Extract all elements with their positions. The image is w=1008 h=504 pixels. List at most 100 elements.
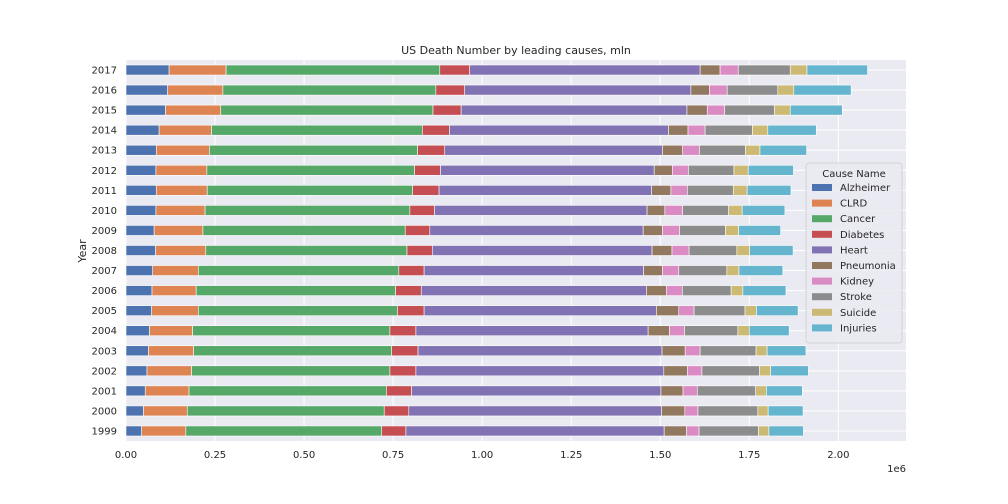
bar-segment-diabetes-2003 bbox=[391, 345, 419, 357]
legend-swatch-alzheimer bbox=[812, 184, 832, 191]
bar-segment-alzheimer-2001 bbox=[125, 385, 146, 397]
bar-segment-injuries-2002 bbox=[770, 365, 809, 377]
bar-segment-suicide-2001 bbox=[755, 385, 767, 397]
bar-segment-stroke-2002 bbox=[701, 365, 760, 377]
legend-swatch-cancer bbox=[812, 215, 832, 223]
bar-segment-suicide-2015 bbox=[774, 104, 791, 116]
bar-segment-heart-1999 bbox=[405, 425, 665, 437]
bar-segment-kidney-2011 bbox=[670, 185, 688, 196]
bar-segment-alzheimer-2016 bbox=[125, 84, 168, 96]
bar-segment-pneumonia-2016 bbox=[690, 84, 710, 96]
bar-segment-stroke-2009 bbox=[679, 225, 726, 236]
bar-segment-alzheimer-2012 bbox=[125, 164, 157, 176]
bar-segment-heart-2006 bbox=[420, 285, 647, 296]
bar-segment-diabetes-1999 bbox=[381, 425, 407, 437]
bar-segment-kidney-2004 bbox=[669, 325, 685, 337]
bar-segment-kidney-2005 bbox=[678, 305, 695, 316]
bar-segment-stroke-2017 bbox=[737, 64, 791, 76]
bar-segment-alzheimer-2006 bbox=[125, 285, 153, 296]
bar-segment-kidney-2002 bbox=[687, 365, 703, 377]
bar-segment-cancer-2006 bbox=[195, 285, 396, 296]
bar-segment-suicide-2006 bbox=[730, 285, 744, 296]
bar-segment-kidney-2003 bbox=[684, 345, 701, 357]
bar-segment-injuries-2000 bbox=[767, 405, 804, 417]
x-tick-label: 1.50 bbox=[649, 450, 671, 461]
bar-segment-diabetes-2001 bbox=[386, 385, 412, 397]
bar-segment-suicide-2016 bbox=[777, 84, 795, 96]
bar-segment-suicide-1999 bbox=[758, 425, 770, 437]
legend-label-pneumonia: Pneumonia bbox=[840, 261, 896, 272]
bar-segment-kidney-2008 bbox=[671, 245, 690, 256]
bar-segment-kidney-2013 bbox=[682, 144, 700, 156]
bar-segment-alzheimer-2011 bbox=[125, 185, 157, 196]
bar-segment-pneumonia-2002 bbox=[663, 365, 688, 377]
bar-segment-clrd-1999 bbox=[141, 425, 187, 437]
bar-segment-suicide-2014 bbox=[752, 124, 769, 136]
legend-label-clrd: CLRD bbox=[840, 199, 868, 210]
bar-segment-cancer-2012 bbox=[206, 164, 415, 176]
bar-segment-clrd-2014 bbox=[158, 124, 212, 136]
bar-segment-injuries-2012 bbox=[747, 164, 794, 176]
bar-segment-diabetes-2002 bbox=[389, 365, 417, 377]
bar-segment-alzheimer-2003 bbox=[125, 345, 149, 357]
bar-segment-clrd-2000 bbox=[143, 405, 188, 417]
bar-segment-kidney-1999 bbox=[686, 425, 700, 437]
bar-segment-stroke-2010 bbox=[682, 205, 729, 216]
bar-segment-heart-2014 bbox=[449, 124, 669, 136]
bar-segment-pneumonia-2012 bbox=[653, 164, 673, 176]
bar-segment-pneumonia-2015 bbox=[686, 104, 708, 116]
legend-swatch-pneumonia bbox=[812, 262, 832, 269]
bar-segment-pneumonia-2010 bbox=[646, 205, 666, 216]
bar-segment-pneumonia-2011 bbox=[651, 185, 672, 196]
bar-segment-heart-2010 bbox=[434, 205, 648, 216]
bar-segment-pneumonia-2014 bbox=[668, 124, 689, 136]
bar-segment-stroke-2012 bbox=[688, 164, 735, 176]
bar-segment-kidney-2009 bbox=[662, 225, 680, 236]
bar-segment-cancer-2011 bbox=[206, 185, 414, 196]
bar-segment-suicide-2013 bbox=[745, 144, 761, 156]
bar-segment-heart-2003 bbox=[417, 345, 663, 357]
bar-segment-cancer-2008 bbox=[205, 245, 408, 256]
bar-segment-clrd-2015 bbox=[165, 104, 222, 116]
bar-segment-heart-2016 bbox=[464, 84, 692, 96]
bar-segment-clrd-2004 bbox=[149, 325, 193, 337]
bar-segment-cancer-2014 bbox=[211, 124, 423, 136]
bar-segment-kidney-2000 bbox=[684, 405, 699, 417]
bar-segment-cancer-2005 bbox=[198, 305, 398, 316]
bars-layer bbox=[125, 64, 868, 437]
bar-segment-cancer-2010 bbox=[204, 205, 411, 216]
bar-segment-stroke-2004 bbox=[684, 325, 739, 337]
bar-segment-injuries-2008 bbox=[749, 245, 794, 256]
bar-segment-diabetes-2006 bbox=[395, 285, 422, 296]
bar-segment-suicide-2000 bbox=[757, 405, 769, 417]
legend-label-alzheimer: Alzheimer bbox=[840, 183, 891, 194]
bar-segment-alzheimer-2013 bbox=[125, 144, 157, 156]
bar-segment-injuries-2009 bbox=[738, 225, 781, 236]
bar-segment-alzheimer-2002 bbox=[125, 365, 148, 377]
legend-label-cancer: Cancer bbox=[840, 214, 876, 225]
bar-segment-suicide-2005 bbox=[744, 305, 757, 316]
bar-segment-diabetes-2016 bbox=[435, 84, 466, 96]
legend-swatch-clrd bbox=[812, 199, 832, 207]
bar-segment-clrd-2009 bbox=[153, 225, 204, 236]
bar-segment-stroke-2013 bbox=[699, 144, 746, 156]
bar-segment-kidney-2007 bbox=[662, 265, 680, 276]
y-tick-label: 2004 bbox=[92, 326, 117, 337]
bar-segment-pneumonia-2008 bbox=[651, 245, 673, 256]
bar-segment-stroke-2006 bbox=[682, 285, 732, 296]
bar-segment-clrd-2013 bbox=[155, 144, 210, 156]
legend-label-heart: Heart bbox=[840, 245, 868, 256]
x-tick-label: 0.75 bbox=[382, 450, 404, 461]
legend-swatch-stroke bbox=[812, 293, 832, 301]
bar-segment-injuries-2004 bbox=[748, 325, 790, 337]
y-tick-label: 2009 bbox=[92, 226, 117, 237]
legend-label-kidney: Kidney bbox=[840, 277, 874, 288]
bar-segment-stroke-1999 bbox=[698, 425, 759, 437]
x-tick-label: 1.25 bbox=[560, 450, 582, 461]
bar-segment-cancer-2000 bbox=[186, 405, 385, 417]
bar-segment-alzheimer-2010 bbox=[125, 205, 157, 216]
bar-segment-kidney-2014 bbox=[687, 124, 706, 136]
bar-segment-injuries-2013 bbox=[759, 144, 807, 156]
bar-segment-clrd-2010 bbox=[155, 205, 206, 216]
y-tick-label: 1999 bbox=[92, 426, 117, 437]
